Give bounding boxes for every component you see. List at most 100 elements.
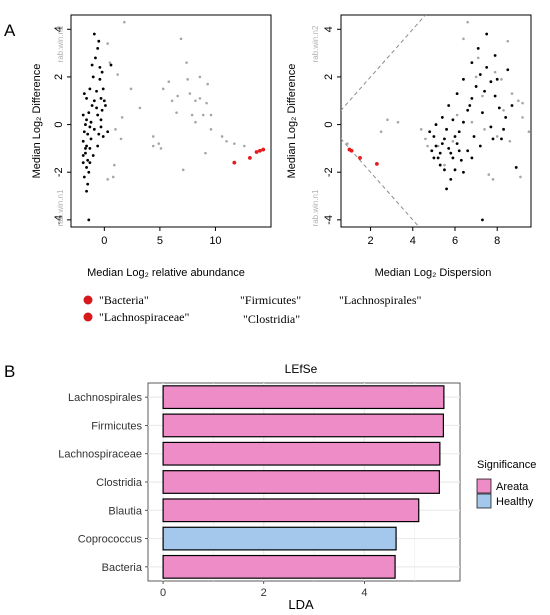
legend-item-clostridia: "Clostridia" bbox=[243, 312, 300, 326]
y-tick-label: 2 bbox=[53, 74, 65, 80]
black-point bbox=[462, 120, 465, 124]
black-point bbox=[500, 137, 503, 141]
category-label: Bacteria bbox=[102, 562, 143, 574]
category-label: Lachnospiraceae bbox=[58, 449, 142, 461]
black-point bbox=[88, 161, 92, 165]
black-point bbox=[489, 80, 493, 84]
grey-point bbox=[106, 178, 109, 181]
black-point bbox=[472, 135, 476, 138]
black-point bbox=[86, 182, 90, 186]
grey-point bbox=[483, 128, 486, 131]
grey-point bbox=[495, 135, 499, 138]
y-tick-label: -4 bbox=[323, 215, 335, 225]
x-tick-label: 6 bbox=[452, 235, 458, 247]
x-tick-label: 0 bbox=[160, 587, 166, 599]
grey-point bbox=[462, 37, 465, 41]
bar-lachnospiraceae bbox=[162, 441, 441, 466]
black-point bbox=[87, 218, 91, 222]
black-point bbox=[489, 125, 493, 129]
black-point bbox=[96, 46, 100, 50]
black-point bbox=[100, 70, 104, 74]
grey-point bbox=[161, 87, 165, 91]
black-point bbox=[85, 144, 88, 148]
black-point bbox=[97, 39, 101, 43]
grey-point bbox=[113, 163, 116, 167]
black-point bbox=[493, 54, 497, 57]
black-point bbox=[85, 166, 88, 169]
scatter-plot-dispersion: 2 4 6 8 -4 -2 0 2 4 Median Log₂ Difference rab.w… bbox=[286, 14, 532, 279]
black-point bbox=[90, 63, 94, 67]
axis-ticks: 0 5 10 -4 -2 0 2 4 bbox=[53, 26, 222, 247]
grey-point bbox=[451, 139, 455, 143]
black-point bbox=[466, 149, 470, 153]
black-point bbox=[86, 158, 90, 162]
grey-point bbox=[151, 135, 155, 138]
plot-frame bbox=[70, 14, 272, 228]
legend-item-firmicutes: "Firmicutes" bbox=[240, 293, 301, 307]
grey-point bbox=[487, 173, 491, 176]
grey-point bbox=[157, 142, 161, 145]
grey-point bbox=[386, 118, 389, 122]
black-point bbox=[104, 104, 107, 107]
category-label: Clostridia bbox=[96, 477, 143, 489]
legend-marker-bacteria bbox=[83, 295, 93, 305]
grey-point bbox=[209, 128, 213, 131]
legend-item-lachnospirales: "Lachnospirales" bbox=[339, 293, 422, 307]
red-point bbox=[232, 160, 237, 165]
black-point bbox=[447, 146, 451, 150]
bars bbox=[162, 385, 445, 579]
black-point bbox=[447, 104, 451, 107]
black-point bbox=[445, 187, 448, 191]
side-label-bottom: rab.win.n1 bbox=[56, 189, 65, 226]
black-point bbox=[82, 175, 86, 179]
red-point bbox=[261, 147, 266, 152]
legend-significance: Significance Areata Healthy bbox=[476, 459, 536, 509]
black-point bbox=[474, 85, 478, 88]
black-point bbox=[466, 108, 470, 112]
grey-point bbox=[243, 144, 246, 148]
black-point bbox=[98, 77, 102, 81]
x-tick-label: 5 bbox=[157, 235, 163, 247]
x-tick-label: 4 bbox=[361, 587, 367, 599]
grey-point bbox=[106, 42, 109, 45]
black-point bbox=[84, 123, 87, 126]
panel-a-label: A bbox=[4, 21, 16, 40]
black-point bbox=[91, 154, 95, 157]
data-points bbox=[81, 20, 266, 222]
black-point bbox=[81, 113, 85, 117]
y-axis-label: Median Log₂ Difference bbox=[31, 64, 43, 179]
legend-swatch-healthy bbox=[476, 493, 492, 509]
legend-taxa: "Bacteria" "Lachnospiraceae" "Firmicutes… bbox=[83, 293, 422, 326]
category-label: Firmicutes bbox=[91, 420, 142, 432]
red-point bbox=[257, 148, 262, 153]
black-point bbox=[87, 170, 91, 174]
red-point bbox=[254, 150, 259, 154]
black-point bbox=[85, 189, 88, 193]
red-point bbox=[374, 161, 379, 166]
black-point bbox=[92, 32, 96, 36]
grey-point bbox=[186, 78, 189, 81]
black-point bbox=[81, 161, 85, 165]
black-point bbox=[82, 130, 86, 134]
black-point bbox=[455, 92, 459, 96]
black-point bbox=[491, 137, 495, 141]
grey-point bbox=[179, 37, 183, 41]
black-point bbox=[92, 127, 96, 131]
reference-lines bbox=[341, 15, 427, 227]
black-point bbox=[478, 144, 482, 148]
legend-title: Significance bbox=[477, 459, 536, 471]
black-point bbox=[451, 156, 455, 160]
grey-point bbox=[506, 39, 510, 43]
grey-point bbox=[517, 99, 520, 103]
grey-point bbox=[198, 75, 202, 79]
grey-point bbox=[176, 94, 179, 98]
black-point bbox=[109, 63, 113, 67]
black-point bbox=[510, 104, 514, 107]
black-point bbox=[514, 166, 518, 169]
grey-point bbox=[521, 116, 524, 119]
grey-point bbox=[474, 75, 478, 79]
black-point bbox=[89, 120, 93, 124]
black-point bbox=[432, 156, 436, 160]
black-point bbox=[457, 130, 461, 134]
black-point bbox=[449, 151, 453, 155]
